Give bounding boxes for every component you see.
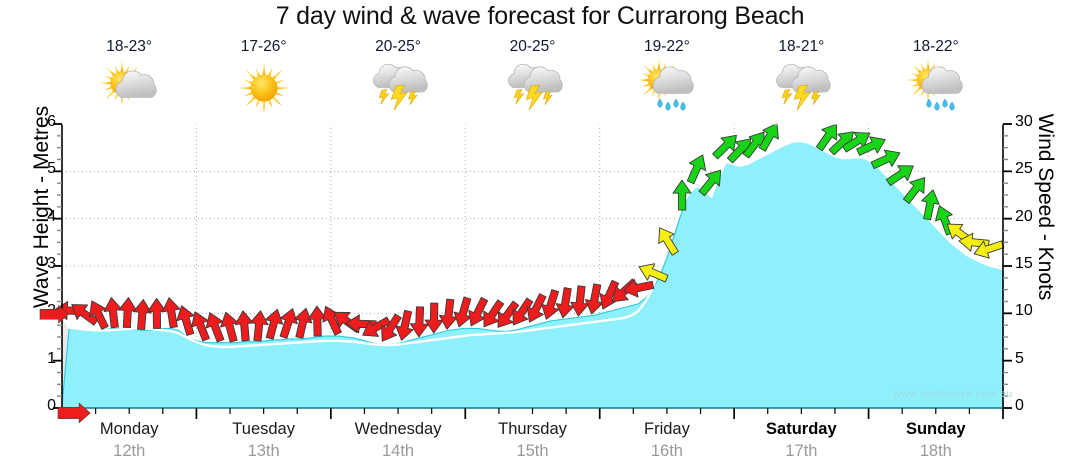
wind-arrow (758, 122, 779, 152)
day-header-tuesday: 17-26° (199, 38, 329, 119)
wind-arrow (132, 298, 152, 331)
left-edge-wind-arrow (39, 304, 69, 324)
day-name: Friday (644, 420, 690, 438)
wind-arrow (381, 313, 402, 342)
temperature-range: 18-21° (778, 38, 825, 55)
day-name: Thursday (498, 420, 567, 438)
left-tick-4: 4 (47, 207, 56, 225)
day-label-monday: Monday 12th (62, 418, 196, 462)
right-tick-15: 15 (1015, 255, 1033, 272)
wind-arrow (249, 310, 269, 342)
wind-arrow (672, 179, 692, 211)
wind-arrow (176, 305, 195, 336)
right-tick-25: 25 (1015, 160, 1033, 178)
left-tick-5: 5 (47, 160, 56, 178)
cloud-lightning-icon (333, 59, 463, 119)
wind-arrow (71, 304, 99, 326)
sun-cloud-rain-icon (871, 59, 1001, 119)
sun-icon (199, 59, 329, 119)
temperature-range: 20-25° (375, 38, 421, 55)
temperature-range: 17-26° (240, 38, 287, 55)
temperature-range: 18-23° (106, 38, 153, 55)
wind-arrow (712, 134, 737, 160)
wind-arrow-layer (53, 122, 1005, 343)
left-tick-3: 3 (47, 255, 56, 272)
day-date: 12th (113, 442, 146, 460)
wind-arrow (856, 136, 886, 156)
wind-arrow (870, 149, 901, 170)
wind-arrow (497, 300, 520, 328)
day-header-sunday: 18-22° (871, 38, 1001, 119)
day-label-tuesday: Tuesday 13th (197, 418, 331, 462)
day-header-friday: 19-22° (602, 38, 732, 119)
day-date: 14th (382, 442, 415, 460)
day-date: 17th (785, 442, 818, 460)
sun-cloud-icon (64, 59, 194, 119)
wind-arrow (698, 169, 722, 197)
day-name: Tuesday (232, 420, 295, 438)
wind-arrow (902, 177, 926, 204)
day-label-saturday: Saturday 17th (734, 418, 868, 462)
right-tick-20: 20 (1015, 207, 1033, 225)
right-tick-5: 5 (1015, 349, 1024, 367)
wind-arrow (526, 293, 547, 323)
page-title: 7 day wind & wave forecast for Currarong… (275, 2, 805, 30)
day-name: Sunday (905, 420, 966, 438)
right-tick-0: 0 (1015, 397, 1024, 414)
cloud-lightning-icon (468, 59, 598, 119)
left-tick-0: 0 (47, 397, 56, 414)
cloud-lightning-icon (736, 59, 866, 119)
wind-arrow (264, 308, 284, 340)
temperature-range: 20-25° (509, 38, 556, 55)
temperature-range: 19-22° (644, 38, 690, 55)
day-date: 18th (919, 442, 952, 460)
wind-arrow (541, 289, 560, 320)
day-date: 15th (516, 442, 549, 460)
wind-arrow (885, 165, 914, 187)
right-tick-30: 30 (1015, 113, 1033, 130)
wind-arrow (686, 154, 707, 185)
day-header-thursday: 20-25° (468, 38, 598, 119)
wind-arrow (658, 227, 679, 256)
wind-arrow (279, 308, 298, 339)
day-date: 16th (650, 442, 683, 460)
origin-wind-arrow (57, 402, 91, 424)
wind-arrow (815, 123, 838, 152)
day-header-wednesday: 20-25° (333, 38, 463, 119)
day-header-monday: 18-23° (64, 38, 194, 119)
temperature-range: 18-22° (912, 38, 959, 55)
right-tick-10: 10 (1015, 302, 1033, 320)
wind-arrow (638, 263, 669, 283)
wind-arrow (293, 307, 313, 339)
day-name: Wednesday (354, 420, 442, 438)
left-tick-6: 6 (47, 113, 56, 130)
wind-arrow (395, 309, 414, 341)
wind-arrow (921, 189, 940, 221)
watermark: www.seabreeze.com.au (893, 388, 1013, 400)
wind-arrow (161, 297, 181, 329)
left-tick-1: 1 (47, 349, 56, 367)
day-name: Monday (99, 420, 159, 438)
day-label-thursday: Thursday 15th (466, 418, 600, 462)
day-name: Saturday (766, 420, 837, 438)
wind-arrow (623, 278, 655, 298)
day-label-sunday: Sunday 18th (869, 418, 1003, 462)
day-header-saturday: 18-21° (736, 38, 866, 119)
wind-arrow (362, 316, 391, 337)
wind-arrow (512, 297, 534, 326)
sun-cloud-rain-icon (602, 59, 732, 119)
day-label-wednesday: Wednesday 14th (331, 418, 465, 462)
day-label-friday: Friday 16th (600, 418, 734, 462)
day-date: 13th (247, 442, 280, 460)
